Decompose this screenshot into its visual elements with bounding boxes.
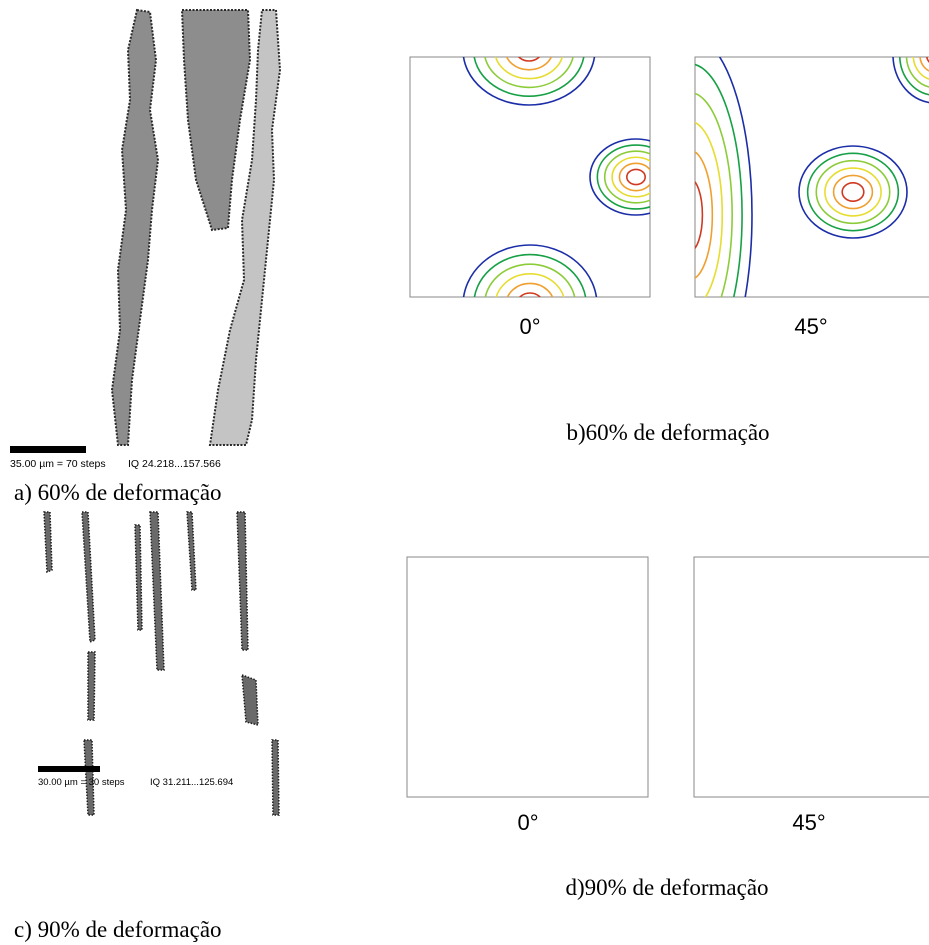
scale-label: 30.00 µm = 30 steps — [38, 777, 125, 788]
grain — [236, 511, 249, 651]
angle-label: 0° — [517, 810, 538, 835]
iq-range: IQ 24.218...157.566 — [128, 458, 221, 470]
contour-line — [611, 156, 650, 198]
pole-figure-frame — [693, 556, 929, 798]
grain — [83, 739, 95, 816]
iq-range: IQ 31.211...125.694 — [150, 777, 233, 788]
pole-figure-frame — [694, 56, 929, 298]
contour-line — [506, 282, 554, 297]
grain — [87, 651, 96, 721]
angle-label: 45° — [792, 810, 825, 835]
contour-line — [625, 168, 646, 186]
caption: d)90% de deformação — [565, 875, 768, 900]
contour-line — [798, 145, 908, 239]
grain — [180, 9, 252, 232]
contour-line — [517, 57, 541, 62]
caption: b)60% de deformação — [566, 420, 769, 445]
grain — [110, 8, 160, 446]
contour-line — [841, 182, 865, 203]
contour-line — [603, 150, 650, 204]
contour-line — [824, 167, 882, 217]
grain — [186, 511, 197, 591]
grain — [134, 524, 143, 631]
grain — [271, 739, 280, 816]
contour-line — [618, 162, 650, 192]
contour-line — [484, 57, 574, 89]
contour-line — [484, 263, 576, 297]
contour-line — [494, 57, 564, 80]
contour-line — [695, 150, 714, 280]
contour-line — [473, 253, 587, 297]
caption: a) 60% de deformação — [14, 480, 222, 505]
contour-line — [695, 121, 724, 297]
contour-line — [596, 144, 650, 210]
pole-figure-frame — [406, 556, 649, 798]
grain — [149, 511, 165, 671]
caption: c) 90% de deformação — [14, 917, 222, 942]
contour-line — [473, 57, 585, 97]
micrograph-c — [43, 511, 280, 816]
contour-line — [695, 92, 733, 297]
grain — [43, 511, 53, 574]
contour-line — [505, 57, 553, 71]
pole-figure-frame — [409, 56, 651, 298]
contour-line — [718, 57, 753, 297]
angle-label: 45° — [794, 314, 827, 339]
grain — [208, 9, 282, 446]
angle-label: 0° — [519, 314, 540, 339]
contour-line — [806, 152, 900, 232]
contour-line — [695, 180, 704, 250]
contour-line — [518, 292, 542, 297]
contour-line — [815, 159, 891, 225]
grain — [81, 511, 96, 644]
scale-label: 35.00 µm = 70 steps — [10, 458, 106, 470]
micrograph-a — [110, 8, 282, 446]
contour-line — [589, 138, 650, 216]
grain — [241, 673, 259, 726]
scale-bar — [38, 766, 100, 772]
contour-line — [832, 174, 874, 210]
scale-bar — [10, 446, 86, 453]
contour-line — [462, 244, 598, 297]
contour-line — [495, 273, 565, 297]
contour-line — [462, 57, 596, 106]
contour-line — [695, 63, 743, 297]
